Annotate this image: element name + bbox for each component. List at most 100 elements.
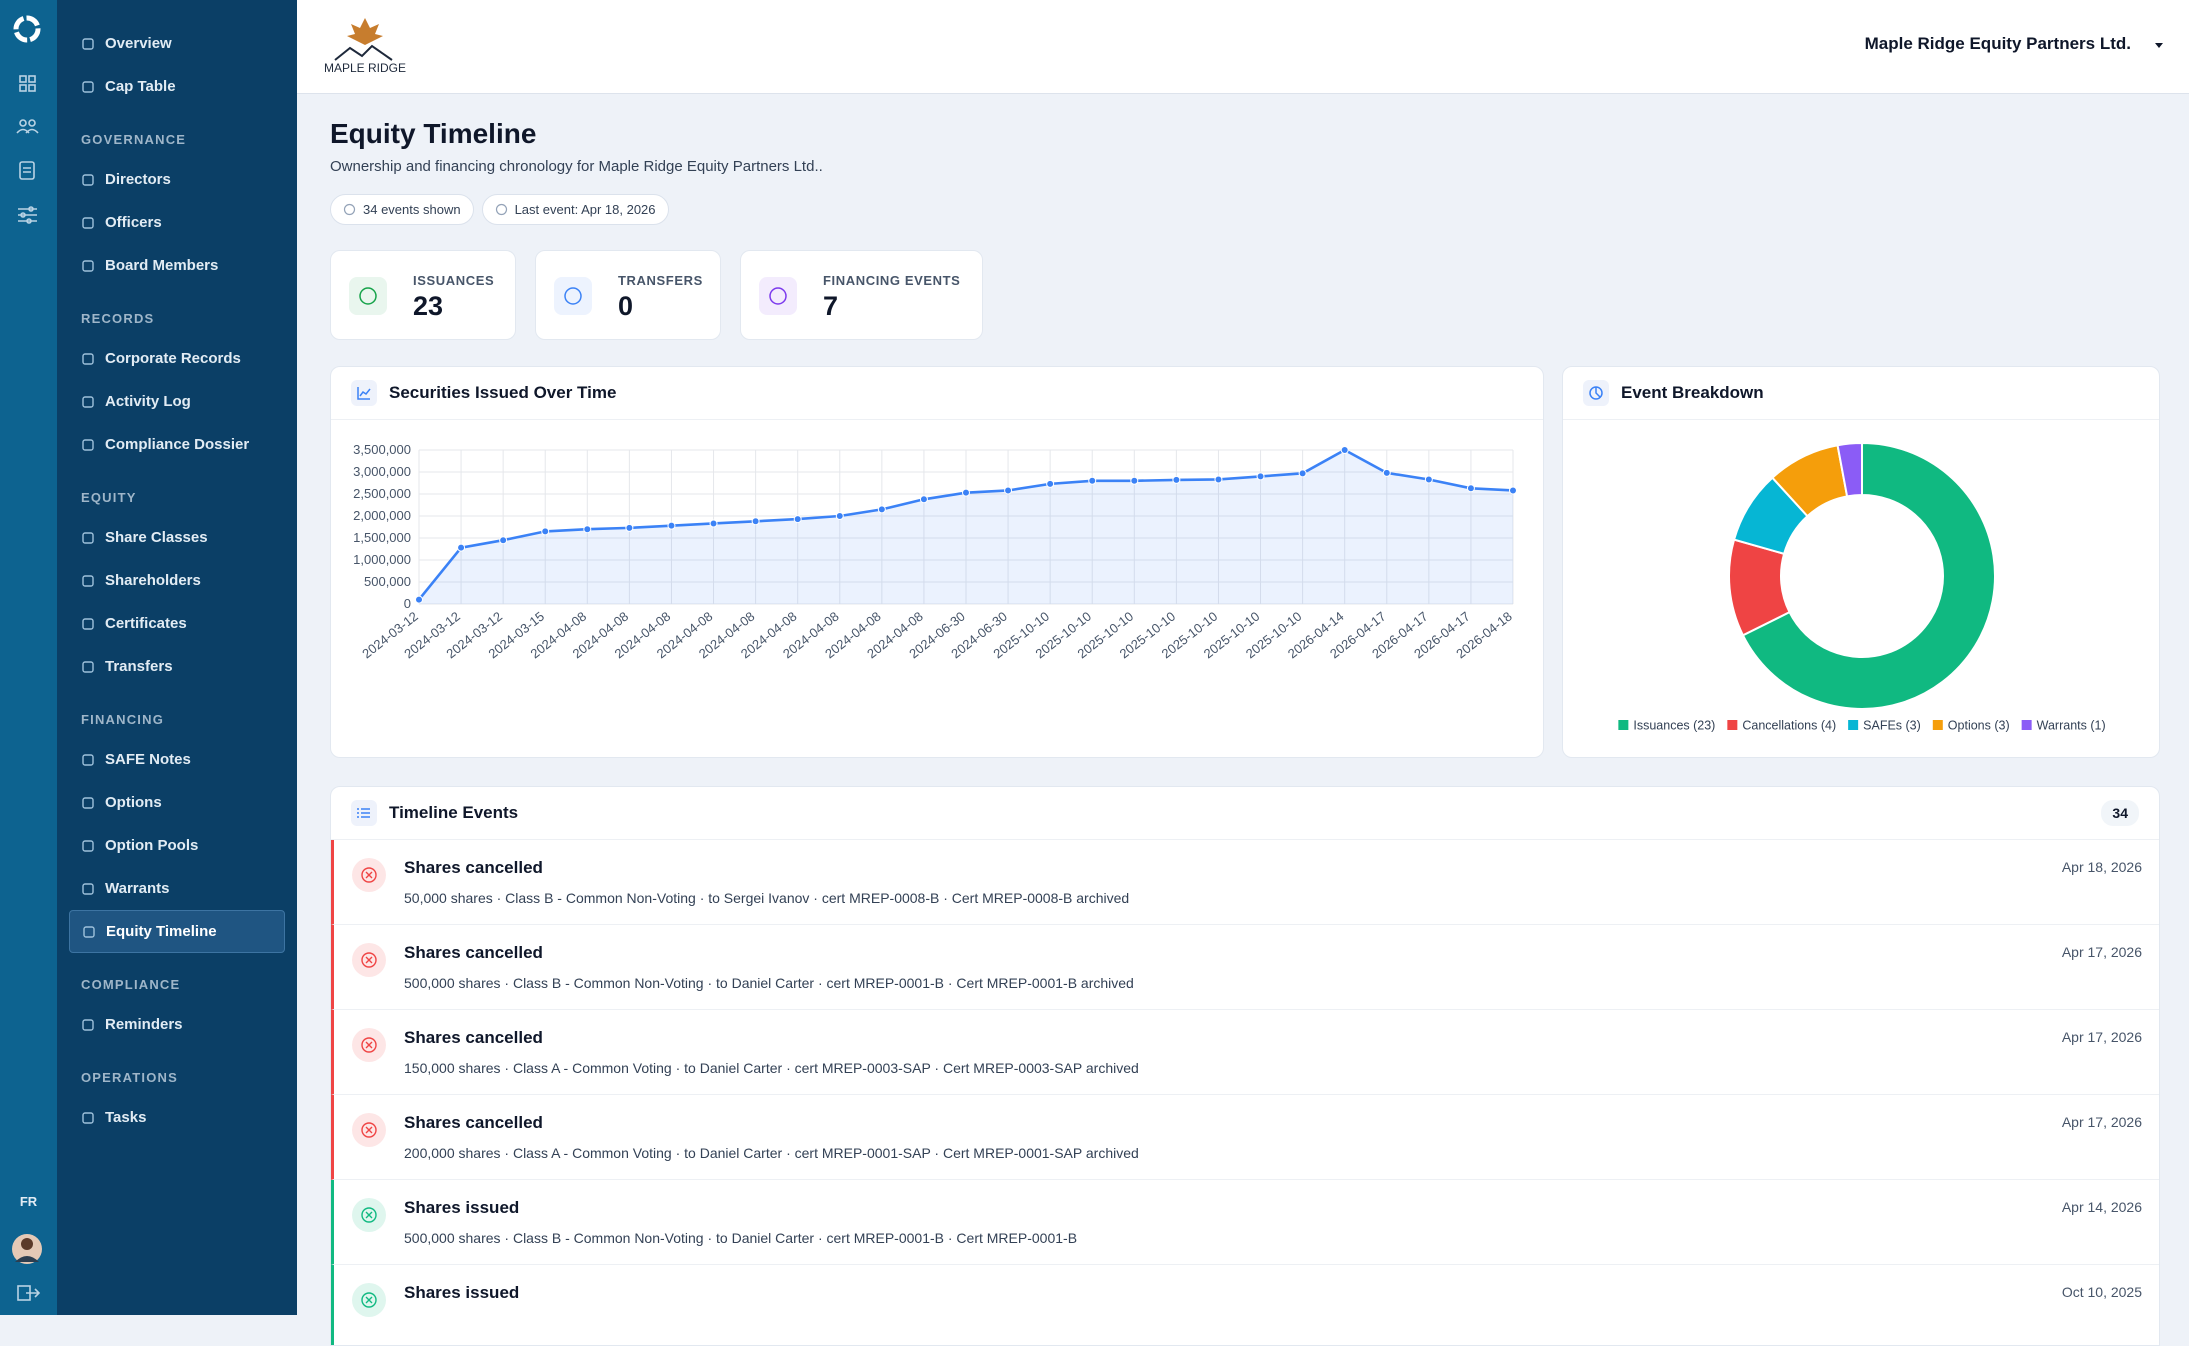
chip-text: 34 events shown (363, 202, 461, 217)
nav-label: Overview (105, 35, 172, 52)
stat-icon (349, 277, 387, 315)
language[interactable]: FR (19, 1194, 38, 1209)
event-icon (352, 1198, 386, 1232)
event-detail: 500,000 shares · Class B - Common Non-Vo… (404, 975, 1134, 991)
nav-item[interactable]: SAFE Notes (69, 738, 285, 781)
nav-item[interactable]: Directors (69, 158, 285, 201)
point (1172, 475, 1181, 484)
nav-item[interactable]: Officers (69, 201, 285, 244)
chips: 34 events shown Last event: Apr 18, 2026 (330, 194, 677, 225)
point (919, 495, 928, 504)
card-header: Securities Issued Over Time (331, 367, 1543, 420)
y-tick-label: 2,500,000 (353, 486, 411, 501)
nav-label: Option Pools (105, 837, 199, 854)
slice (1836, 441, 1863, 498)
point (1509, 486, 1517, 495)
nav-label: Reminders (105, 1016, 183, 1033)
nav-label: Officers (105, 214, 162, 231)
point (1382, 468, 1391, 477)
event-title: Shares cancelled (404, 858, 543, 877)
card-title: Timeline Events (389, 803, 519, 822)
point (415, 595, 423, 604)
point (962, 488, 970, 497)
event-title: Shares cancelled (404, 1028, 543, 1047)
event-title: Shares cancelled (404, 1113, 543, 1132)
nav-item[interactable]: Tasks (69, 1096, 285, 1139)
nav-item[interactable]: Certificates (69, 602, 285, 645)
point (1046, 479, 1055, 488)
chip: Last event: Apr 18, 2026 (481, 194, 669, 225)
nav-item[interactable]: Overview (69, 22, 285, 65)
event-title: Shares cancelled (404, 943, 543, 962)
nav-item[interactable]: Shareholders (69, 559, 285, 602)
point (499, 536, 508, 545)
legend: Issuances (23) Cancellations (4) SAFEs (3)… (1618, 719, 2106, 733)
icon-rail: FR (0, 0, 57, 1315)
y-tick-label: 1,000,000 (353, 552, 411, 567)
event-icon (352, 858, 386, 892)
timeline-row: Shares cancelled 150,000 shares · Class A… (331, 1010, 2159, 1095)
section-title: GOVERNANCE (81, 132, 187, 147)
stat-value: 23 (413, 291, 444, 321)
event-detail: 50,000 shares · Class B - Common Non-Vot… (404, 890, 1130, 906)
legend-swatch (1727, 720, 1738, 730)
company-switcher[interactable]: Maple Ridge Equity Partners Ltd. (1864, 34, 2131, 53)
chip: 34 events shown (330, 194, 474, 225)
line-chart: 0 500,000 1,000,000 1,500,000 2,000,000 2,500… (353, 442, 1517, 661)
event-icon (352, 943, 386, 977)
nav-label: Transfers (105, 658, 173, 675)
caret[interactable] (2153, 41, 2165, 51)
point (1088, 476, 1097, 485)
event-icon (352, 1113, 386, 1147)
stat-label: ISSUANCES (413, 273, 495, 288)
nav-item[interactable]: Options (69, 781, 285, 824)
event-title: Shares issued (404, 1198, 520, 1217)
nav-item[interactable]: Corporate Records (69, 337, 285, 380)
stat-label: FINANCING EVENTS (823, 273, 961, 288)
stat-value: 0 (618, 291, 634, 321)
nav-item[interactable]: Warrants (69, 867, 285, 910)
timeline-rows: Shares cancelled 50,000 shares · Class B … (331, 840, 2159, 1345)
donut-chart: Issuances (23) Cancellations (4) SAFEs (3)… (1618, 441, 2106, 733)
nav-item[interactable]: Option Pools (69, 824, 285, 867)
count-badge: 34 (2101, 800, 2139, 826)
nav-label: Options (105, 794, 162, 811)
point (1424, 475, 1433, 484)
legend-label: Warrants (1) (2037, 719, 2106, 733)
nav-label: Corporate Records (105, 350, 241, 367)
legend-swatch (2021, 720, 2032, 730)
point (1130, 476, 1139, 485)
point (1340, 446, 1349, 454)
nav-item[interactable]: Share Classes (69, 516, 285, 559)
point (1214, 475, 1223, 484)
nav-item[interactable]: Reminders (69, 1003, 285, 1046)
point (793, 515, 802, 524)
section-title: FINANCING (81, 712, 165, 727)
point (667, 521, 676, 530)
event-date: Apr 18, 2026 (2061, 859, 2142, 875)
timeline-row: Shares issued 500,000 shares · Class B - … (331, 1180, 2159, 1265)
point (877, 505, 886, 514)
nav-item[interactable]: Equity Timeline (69, 910, 285, 953)
nav-label: Directors (105, 171, 171, 188)
line-card: Securities Issued Over Time 0 500,000 1,00… (330, 366, 1544, 758)
legend-swatch (1932, 720, 1943, 730)
event-title: Shares issued (404, 1283, 520, 1302)
section-title: EQUITY (81, 490, 137, 505)
legend-label: Issuances (23) (1633, 719, 1715, 733)
nav-item[interactable]: Compliance Dossier (69, 423, 285, 466)
point (1004, 486, 1013, 495)
y-tick-label: 2,000,000 (353, 508, 411, 523)
legend-swatch (1848, 720, 1859, 730)
nav-item[interactable]: Cap Table (69, 65, 285, 108)
nav-item[interactable]: Transfers (69, 645, 285, 688)
timeline-card: Timeline Events 34 Shares cancelled 50,00… (330, 786, 2160, 1346)
page-subtitle: Ownership and financing chronology for M… (330, 158, 823, 175)
nav-item[interactable]: Activity Log (69, 380, 285, 423)
point (583, 525, 592, 534)
nav-item[interactable]: Board Members (69, 244, 285, 287)
stat-icon (759, 277, 797, 315)
legend-label: Cancellations (4) (1742, 719, 1836, 733)
